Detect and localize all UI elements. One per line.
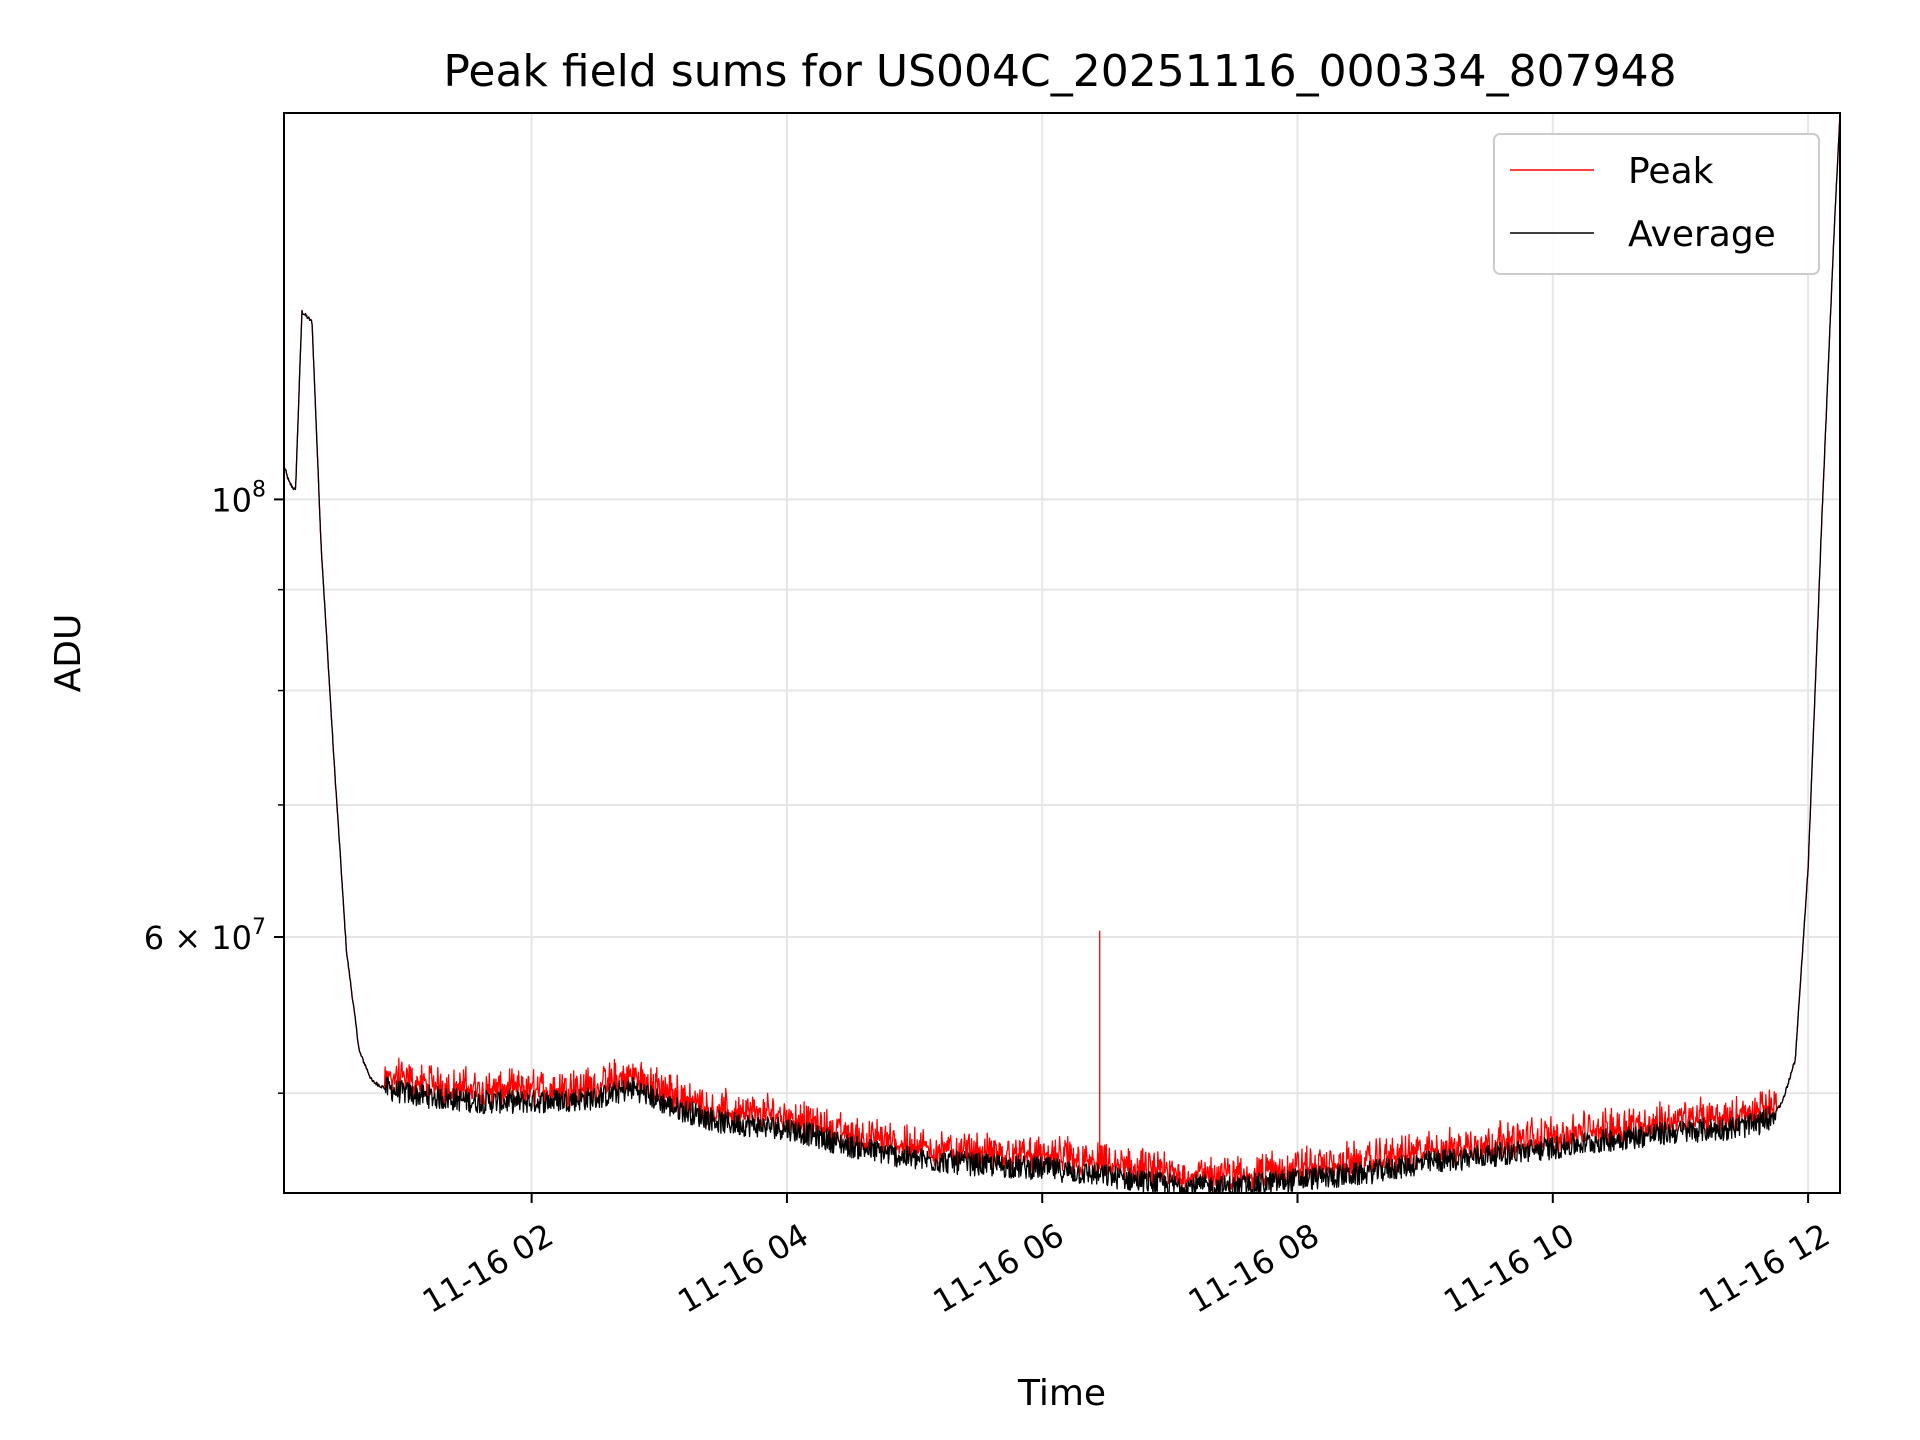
- chart-title: Peak field sums for US004C_20251116_0003…: [443, 46, 1676, 97]
- axes-frame: [283, 112, 1841, 1194]
- legend-label-peak: Peak: [1628, 151, 1714, 192]
- plot-area: [284, 113, 1840, 1193]
- legend: Peak Average: [1493, 133, 1820, 275]
- grid: [284, 113, 1840, 1193]
- y-axis-ticks: 108 6 × 107: [144, 477, 284, 1094]
- series-line-average: [284, 113, 1840, 1193]
- legend-label-average: Average: [1628, 214, 1776, 255]
- series-layer: [284, 113, 1840, 1193]
- y-tick-label: 108: [211, 477, 266, 519]
- y-tick-label: 6 × 107: [144, 915, 266, 957]
- x-axis-label: Time: [1017, 1373, 1106, 1414]
- legend-box: [1493, 133, 1820, 275]
- series-line-peak: [284, 113, 1840, 1193]
- y-axis-label: ADU: [48, 614, 89, 693]
